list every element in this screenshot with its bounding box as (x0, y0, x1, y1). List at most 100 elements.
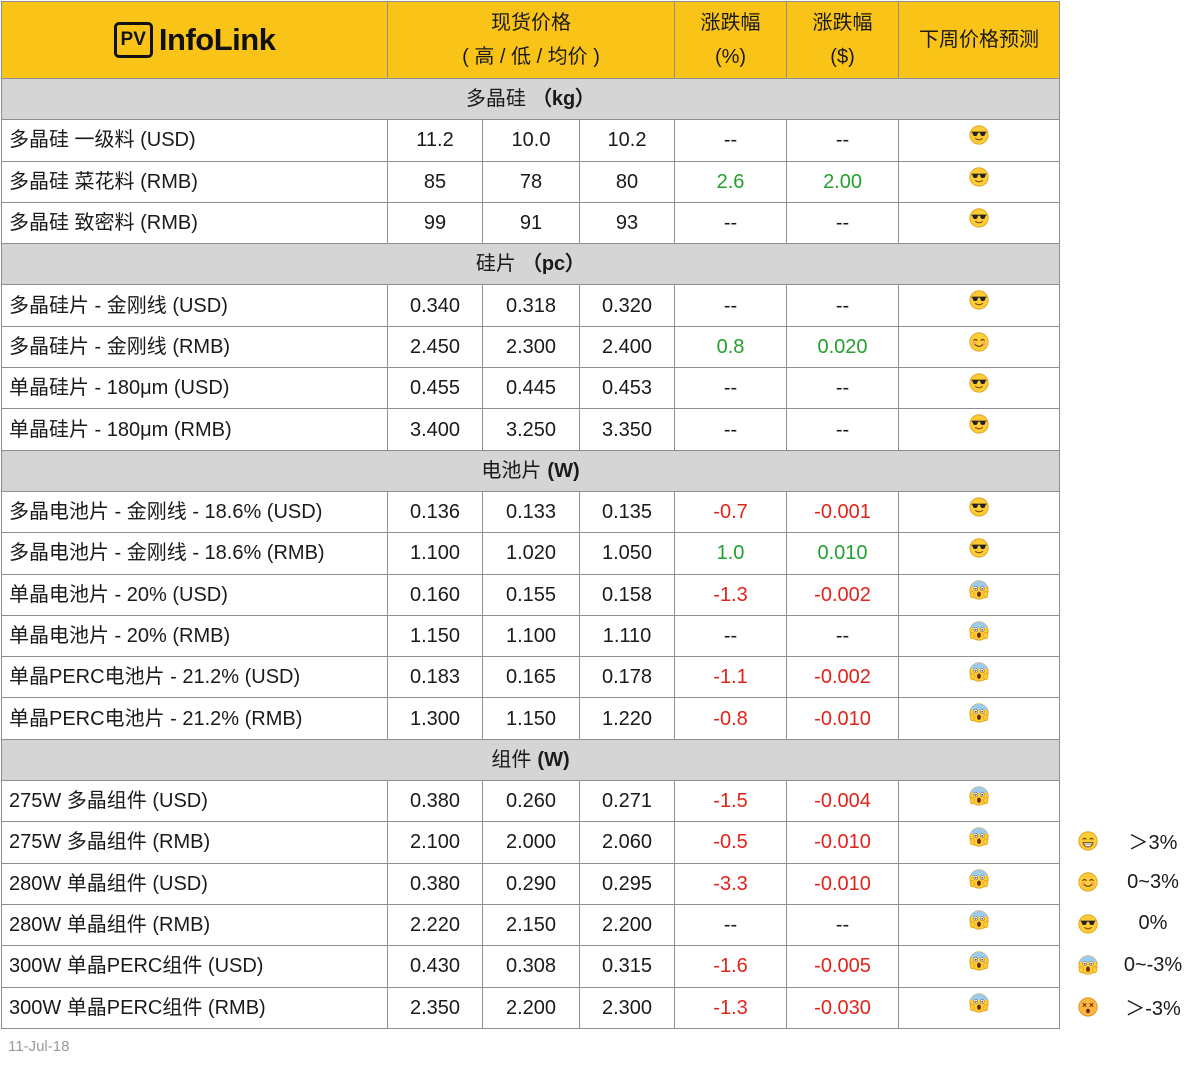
change-amount-unit: ($) (830, 46, 855, 68)
change-percent: -1.6 (674, 945, 788, 988)
forecast-cell (898, 986, 1061, 1029)
price-high: 0.380 (387, 862, 483, 905)
dizzy-face-icon (1078, 997, 1098, 1017)
product-name: 280W 单晶组件 (RMB) (1, 903, 388, 947)
legend-item: 0% (1078, 903, 1198, 945)
section-unit: (W) (547, 459, 580, 482)
price-average: 0.295 (578, 862, 676, 905)
report-date: 11-Jul-18 (8, 1038, 70, 1055)
forecast-cell (898, 532, 1061, 575)
change-percent: -0.8 (674, 697, 788, 740)
section-unit: （kg） (531, 88, 596, 111)
table-row: 280W 单晶组件 (USD) 0.380 0.290 0.295 -3.3 -0.010 (1, 862, 1061, 905)
change-percent: 2.6 (674, 160, 788, 203)
price-average: 2.400 (578, 325, 676, 369)
spot-price-header: 现货价格 ( 高 / 低 / 均价 ) (386, 1, 676, 79)
change-amount: 0.020 (786, 325, 900, 369)
change-percent-title: 涨跌幅 (700, 12, 761, 34)
product-name: 275W 多晶组件 (RMB) (1, 821, 388, 864)
product-name: 多晶硅片 - 金刚线 (USD) (1, 284, 388, 327)
change-percent: -0.7 (674, 490, 788, 534)
change-percent: -1.3 (674, 573, 788, 616)
table-row: 300W 单晶PERC组件 (USD) 0.430 0.308 0.315 -1.6 -0… (1, 945, 1061, 988)
screaming-face-icon (969, 579, 989, 600)
price-low: 1.100 (482, 614, 580, 658)
product-name: 多晶电池片 - 金刚线 - 18.6% (USD) (1, 490, 388, 534)
forecast-cell (898, 490, 1061, 534)
change-amount: -0.004 (786, 780, 900, 823)
price-low: 2.150 (482, 903, 580, 947)
price-low: 0.260 (482, 780, 580, 823)
price-average: 3.350 (578, 408, 676, 451)
change-amount: -0.010 (786, 862, 900, 905)
price-average: 0.135 (578, 490, 676, 534)
table-row: 单晶硅片 - 180μm (RMB) 3.400 3.250 3.350 -- -- (1, 408, 1061, 451)
table-row: 275W 多晶组件 (RMB) 2.100 2.000 2.060 -0.5 -0.010 (1, 821, 1061, 864)
section-unit: (W) (537, 748, 570, 771)
infolink-logo: PV InfoLink (113, 22, 276, 58)
change-amount: -- (786, 201, 900, 245)
change-percent: -0.5 (674, 821, 788, 864)
change-amount: -- (786, 903, 900, 947)
change-amount: -- (786, 119, 900, 162)
spot-price-subtitle: ( 高 / 低 / 均价 ) (462, 46, 600, 68)
section-row: 组件 (W) (0, 738, 1061, 782)
logo-badge: PV (113, 22, 153, 58)
price-low: 0.155 (482, 573, 580, 616)
screaming-face-icon (969, 869, 989, 889)
sunglasses-face-icon (969, 125, 989, 145)
change-percent: -- (674, 284, 788, 327)
screaming-face-icon (969, 703, 989, 724)
sunglasses-face-icon (969, 373, 989, 393)
product-name: 多晶硅片 - 金刚线 (RMB) (1, 325, 388, 369)
table-row: 单晶PERC电池片 - 21.2% (USD) 0.183 0.165 0.178 -1… (1, 656, 1061, 699)
section-title: 硅片 （pc） (0, 243, 1061, 286)
price-low: 0.133 (482, 490, 580, 534)
section-name: 组件 (491, 748, 532, 771)
forecast-cell (898, 614, 1061, 658)
forecast-cell (898, 408, 1061, 451)
price-low: 0.445 (482, 367, 580, 410)
price-low: 1.020 (482, 532, 580, 575)
section-row: 硅片 （pc） (0, 243, 1061, 286)
change-percent: -- (674, 903, 788, 947)
forecast-cell (898, 201, 1061, 245)
price-average: 0.315 (578, 945, 676, 988)
price-low: 0.165 (482, 656, 580, 699)
logo-cell: PV InfoLink (1, 1, 388, 79)
price-low: 78 (482, 160, 580, 203)
price-average: 2.300 (578, 986, 676, 1029)
forecast-cell (898, 656, 1061, 699)
table-header: PV InfoLink 现货价格 ( 高 / 低 / 均价 ) 涨跌幅 (%) … (1, 1, 1061, 79)
change-percent-header: 涨跌幅 (%) (674, 1, 788, 79)
section-row: 多晶硅 （kg） (0, 77, 1061, 121)
price-average: 0.178 (578, 656, 676, 699)
section-title: 组件 (W) (0, 738, 1061, 782)
price-low: 1.150 (482, 697, 580, 740)
change-amount: -0.002 (786, 573, 900, 616)
price-table: PV InfoLink 现货价格 ( 高 / 低 / 均价 ) 涨跌幅 (%) … (0, 1, 1061, 1029)
table-row: 300W 单晶PERC组件 (RMB) 2.350 2.200 2.300 -1.3 -0… (1, 986, 1061, 1029)
price-high: 1.150 (387, 614, 483, 658)
sunglasses-face-icon (969, 166, 989, 187)
forecast-cell (898, 821, 1061, 864)
legend-label: 0~3% (1127, 870, 1179, 893)
product-name: 单晶PERC电池片 - 21.2% (USD) (1, 656, 388, 699)
change-percent: 0.8 (674, 325, 788, 369)
price-low: 2.200 (482, 986, 580, 1029)
price-average: 1.110 (578, 614, 676, 658)
change-amount: -0.010 (786, 697, 900, 740)
section-row: 电池片 (W) (0, 449, 1061, 492)
grinning-face-icon (1078, 831, 1098, 851)
price-high: 2.220 (387, 903, 483, 947)
table-row: 280W 单晶组件 (RMB) 2.220 2.150 2.200 -- -- (1, 903, 1061, 947)
change-percent: -3.3 (674, 862, 788, 905)
product-name: 单晶电池片 - 20% (RMB) (1, 614, 388, 658)
screaming-face-icon (969, 992, 989, 1013)
screaming-face-icon (969, 662, 989, 682)
forecast-cell (898, 367, 1061, 410)
legend-label: 0~-3% (1123, 953, 1183, 976)
section-unit: （pc） (521, 253, 586, 276)
change-percent: -1.1 (674, 656, 788, 699)
screaming-face-icon (969, 621, 989, 641)
